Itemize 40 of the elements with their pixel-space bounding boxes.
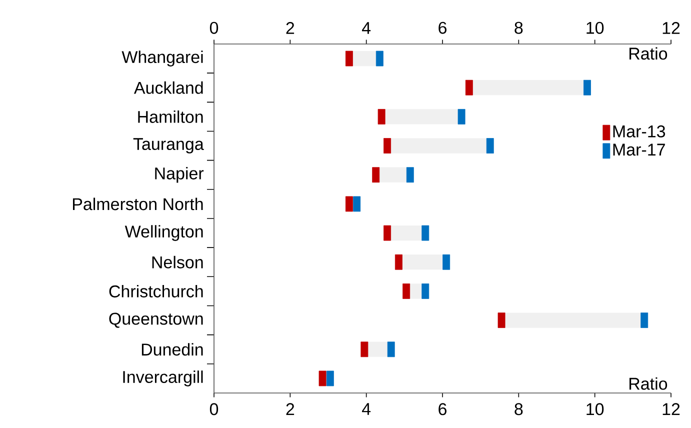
y-tick-label: Hamilton <box>138 110 203 123</box>
x-tick-label: 4 <box>362 403 371 415</box>
bar <box>380 167 406 182</box>
x2-axis-title: Ratio <box>630 47 668 60</box>
x-axis-title: Ratio <box>630 377 668 390</box>
bar <box>402 254 442 270</box>
bar <box>472 80 584 96</box>
bar <box>410 284 422 299</box>
x2-tick-label: 10 <box>586 22 604 34</box>
y-tick-label: Queenstown <box>109 312 203 328</box>
x-tick-label: 0 <box>210 403 218 416</box>
bar <box>391 138 486 154</box>
x-tick-label: 6 <box>438 403 446 416</box>
legend-label: Mar-13 <box>613 125 666 138</box>
bar <box>368 342 388 357</box>
bar <box>391 225 422 241</box>
x-tick-label: 12 <box>662 403 680 415</box>
y-tick-label: Invercargill <box>123 370 203 386</box>
x-tick-label: 2 <box>286 403 294 415</box>
bar <box>353 50 376 66</box>
x2-tick-label: 0 <box>210 22 218 34</box>
y-tick-label: Palmerston North <box>72 198 203 210</box>
y-tick-label: Christchurch <box>109 284 203 298</box>
x-tick-label: 8 <box>514 403 523 416</box>
bar <box>505 312 641 328</box>
legend-label: Mar-17 <box>613 144 665 156</box>
y-tick-label: Napier <box>155 166 204 183</box>
x2-tick-label: 2 <box>286 22 294 34</box>
y-tick-label: Whangarei <box>122 50 203 66</box>
x2-tick-label: 12 <box>662 22 680 34</box>
x2-tick-label: 8 <box>514 22 523 34</box>
bar <box>385 109 458 124</box>
y-tick-label: Nelson <box>152 256 203 268</box>
y-tick-label: Wellington <box>124 225 203 241</box>
y-tick-label: Auckland <box>134 81 203 94</box>
y-tick-label: Dunedin <box>142 343 203 356</box>
x2-tick-label: 4 <box>362 22 371 34</box>
x-tick-label: 10 <box>586 403 604 416</box>
x2-tick-label: 6 <box>438 22 446 34</box>
y-tick-label: Tauranga <box>133 138 204 154</box>
